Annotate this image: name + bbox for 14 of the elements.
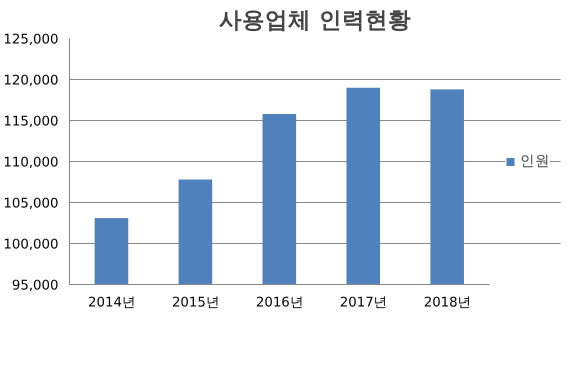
y-tick-label: 100,000 [3, 238, 59, 252]
x-tick-label: 2018년 [424, 296, 471, 310]
y-tick-label: 115,000 [3, 114, 59, 130]
y-tick-label: 105,000 [3, 196, 59, 212]
x-tick-label: 2016년 [256, 296, 303, 310]
x-tick-label: 2015년 [172, 296, 219, 310]
y-tick-label: 110,000 [3, 156, 59, 170]
x-tick-label: 2014년 [88, 296, 135, 310]
x-tick-label: 2017년 [340, 296, 387, 310]
y-tick-label: 120,000 [3, 74, 59, 88]
y-tick-label: 125,000 [3, 32, 59, 48]
legend-label: 인원 [520, 152, 550, 170]
y-tick-label: 95,000 [12, 278, 59, 294]
chart-title: 사용업체 인력현황 [219, 8, 411, 34]
